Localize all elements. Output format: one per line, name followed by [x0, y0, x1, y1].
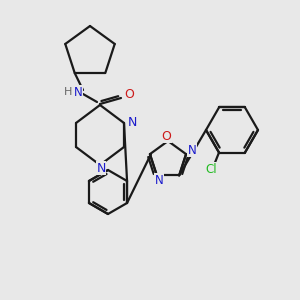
Text: Cl: Cl	[205, 163, 217, 176]
Text: H: H	[64, 87, 72, 97]
Text: N: N	[96, 161, 106, 175]
Text: N: N	[154, 174, 163, 187]
Text: O: O	[161, 130, 171, 142]
Text: N: N	[127, 116, 137, 130]
Text: N: N	[188, 144, 197, 157]
Text: O: O	[124, 88, 134, 101]
Text: N: N	[74, 85, 82, 98]
